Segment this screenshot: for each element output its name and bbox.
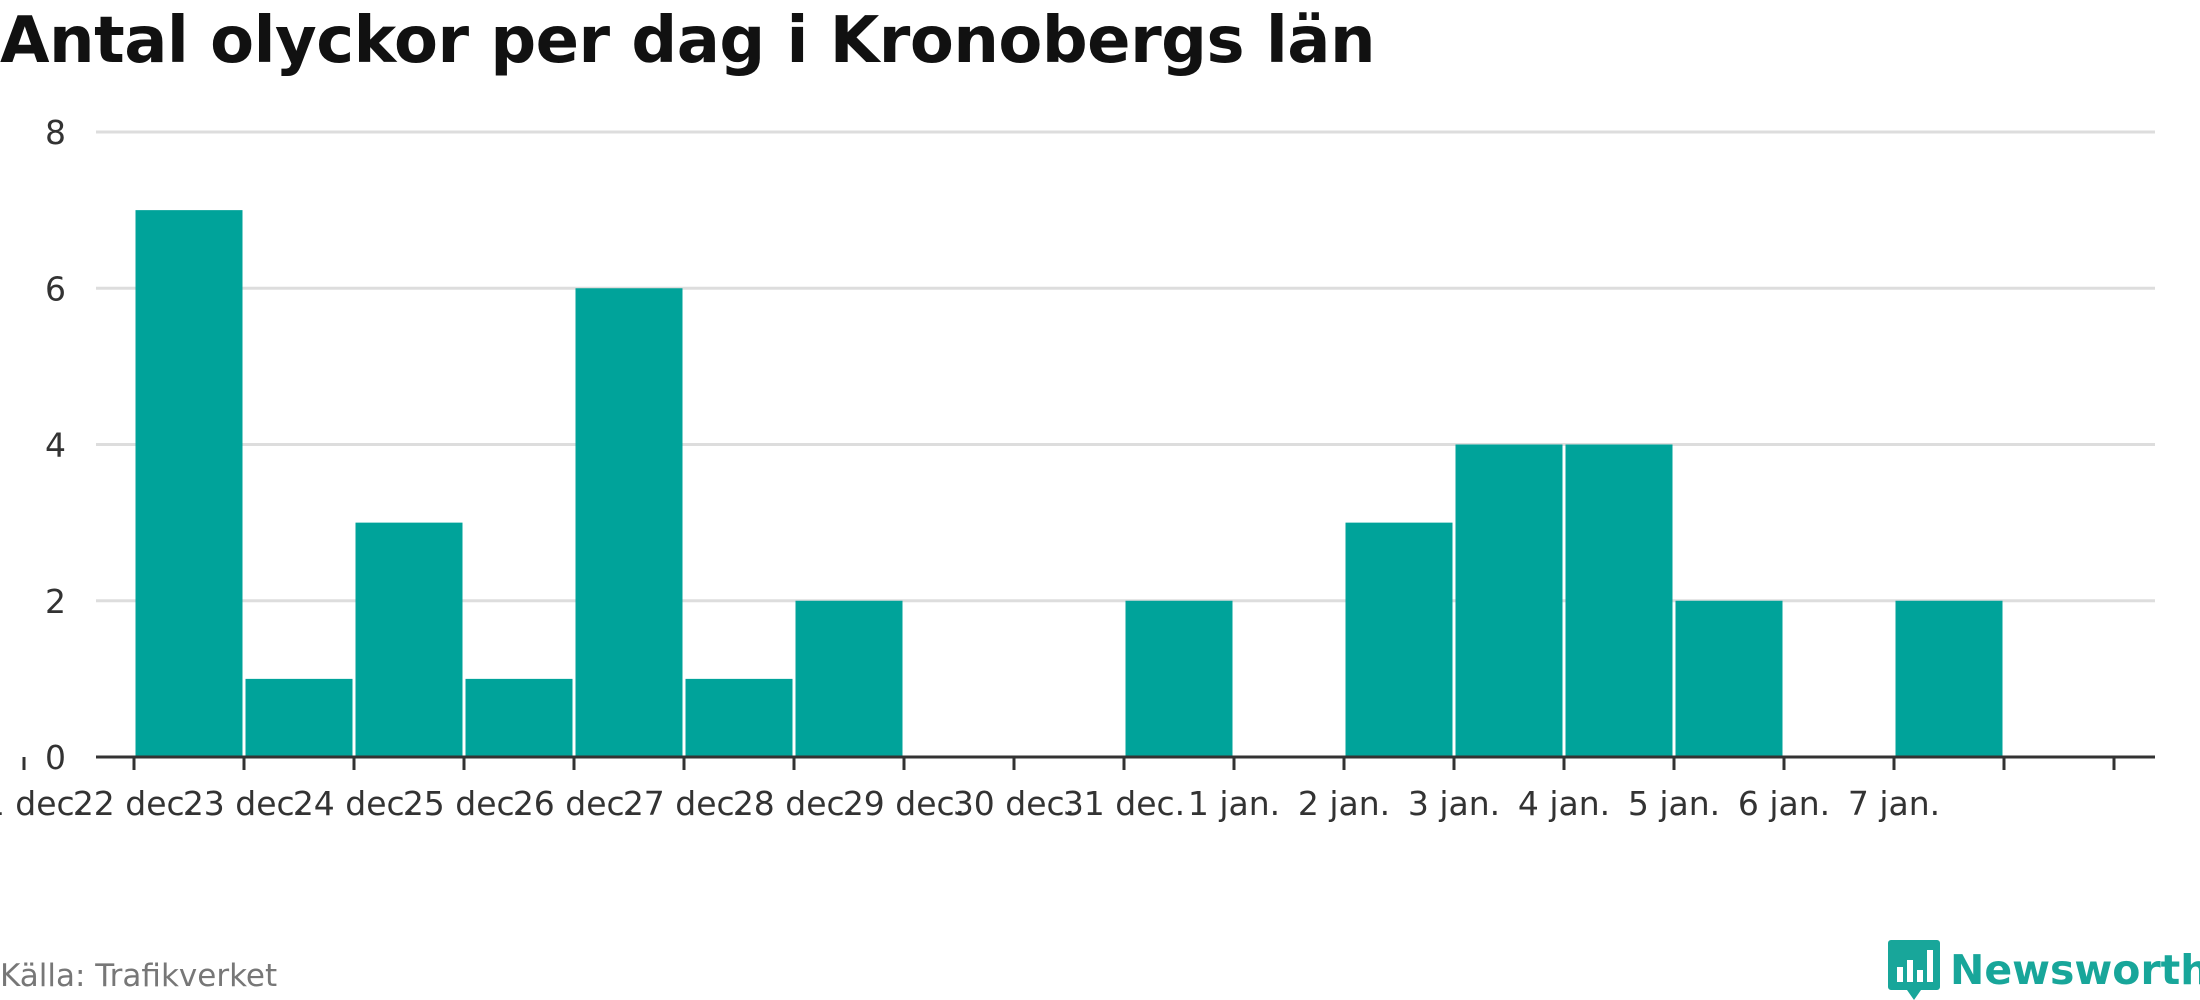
bar xyxy=(795,600,903,757)
bar xyxy=(245,678,353,757)
bars xyxy=(135,210,2003,757)
bar xyxy=(355,522,463,757)
newsworthy-logo-icon xyxy=(1888,940,1940,1000)
x-axis xyxy=(22,755,2155,770)
x-tick-label: 22 dec. xyxy=(73,784,195,823)
bar xyxy=(1565,444,1673,757)
x-tick-label: 4 jan. xyxy=(1518,784,1610,823)
y-axis-labels: 0 2 4 6 8 xyxy=(45,113,66,777)
bar xyxy=(1675,600,1783,757)
chart-title: Antal olyckor per dag i Kronobergs län xyxy=(0,4,1376,78)
bar xyxy=(1125,600,1233,757)
x-tick-label: 30 dec. xyxy=(953,784,1075,823)
x-tick-label: 29 dec. xyxy=(843,784,965,823)
bar xyxy=(1455,444,1563,757)
bar xyxy=(575,288,683,757)
x-axis-labels: 21 dec.22 dec.23 dec.24 dec.25 dec.26 de… xyxy=(0,784,1940,823)
x-tick-label: 7 jan. xyxy=(1848,784,1940,823)
bar xyxy=(685,678,793,757)
brand-name: Newsworthy xyxy=(1950,946,2200,994)
x-tick-label: 25 dec. xyxy=(403,784,525,823)
y-tick-label: 6 xyxy=(45,269,66,308)
x-tick-label: 23 dec. xyxy=(183,784,305,823)
bar xyxy=(1895,600,2003,757)
y-tick-label: 8 xyxy=(45,113,66,152)
x-tick-label: 28 dec. xyxy=(733,784,855,823)
source-note: Källa: Trafikverket xyxy=(0,958,278,994)
bar xyxy=(465,678,573,757)
bar xyxy=(1345,522,1453,757)
x-tick-label: 21 dec. xyxy=(0,784,85,823)
x-tick-label: 2 jan. xyxy=(1298,784,1390,823)
x-tick-label: 24 dec. xyxy=(293,784,415,823)
y-tick-label: 0 xyxy=(45,738,66,777)
y-tick-label: 4 xyxy=(45,426,66,465)
x-tick-label: 5 jan. xyxy=(1628,784,1720,823)
x-tick-label: 1 jan. xyxy=(1188,784,1280,823)
x-tick-label: 26 dec. xyxy=(513,784,635,823)
brand-logo: Newsworthy xyxy=(1888,940,2200,1000)
x-tick-label: 27 dec. xyxy=(623,784,745,823)
x-tick-label: 3 jan. xyxy=(1408,784,1500,823)
y-tick-label: 2 xyxy=(45,582,66,621)
bar xyxy=(135,210,243,757)
x-tick-label: 6 jan. xyxy=(1738,784,1830,823)
x-tick-label: 31 dec. xyxy=(1063,784,1185,823)
